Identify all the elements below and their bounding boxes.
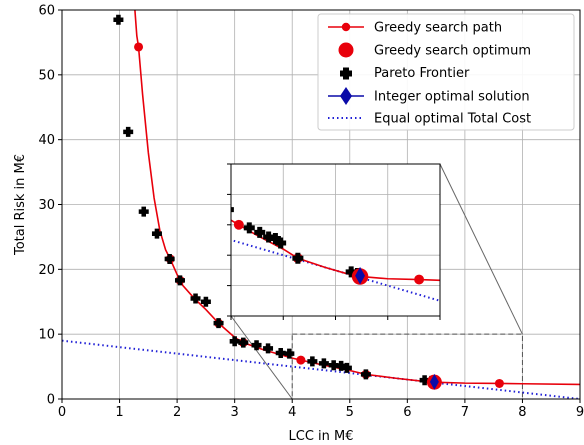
integer-optimum-point — [429, 373, 439, 390]
x-tick-label: 9 — [576, 405, 584, 420]
inset-axis-ticks — [227, 163, 441, 320]
x-tick-label: 3 — [231, 405, 239, 420]
x-tick-label: 2 — [173, 405, 181, 420]
pareto-point — [275, 237, 287, 249]
x-tick-label: 1 — [115, 405, 123, 420]
y-tick-label: 20 — [38, 263, 55, 278]
pareto-point — [190, 293, 201, 304]
inset-plot-area — [231, 207, 440, 302]
legend-pareto-marker — [340, 67, 352, 80]
greedy-path-point — [134, 42, 144, 52]
greedy-path-point — [494, 378, 504, 388]
greedy-path-point — [296, 355, 306, 365]
y-tick-label: 40 — [38, 133, 55, 148]
pareto-point — [138, 206, 149, 217]
pareto-point — [123, 126, 134, 137]
pareto-point — [151, 228, 162, 239]
pareto-point — [164, 253, 175, 264]
zoom-connector-lines — [230, 163, 523, 400]
pareto-point — [360, 369, 371, 380]
zoom-connector-left — [230, 315, 293, 400]
pareto-point — [328, 360, 339, 371]
pareto-point — [229, 336, 240, 347]
pareto-point — [174, 275, 185, 286]
x-axis-label: LCC in M€ — [289, 429, 354, 444]
y-tick-label: 60 — [38, 4, 55, 19]
pareto-point — [419, 375, 430, 386]
legend-greedy-path-label: Greedy search path — [374, 21, 502, 36]
pareto-point — [275, 347, 286, 358]
pareto-point — [292, 252, 304, 264]
x-tick-label: 5 — [346, 405, 354, 420]
pareto-point — [251, 340, 262, 351]
y-tick-label: 50 — [38, 68, 55, 83]
pareto-point — [243, 222, 255, 234]
pareto-point — [263, 343, 274, 354]
legend-integer-label: Integer optimal solution — [374, 90, 530, 105]
x-tick-label: 7 — [461, 405, 469, 420]
inset-zoom-plot — [227, 163, 441, 320]
x-tick-label: 4 — [288, 405, 296, 420]
pareto-point — [263, 231, 275, 243]
pareto-point — [307, 356, 318, 367]
zoom-connector-right — [439, 163, 523, 335]
x-tick-label: 8 — [518, 405, 526, 420]
pareto-point — [254, 226, 266, 238]
main-axis-ticks: 0 1 2 3 4 5 6 7 8 9 0 10 20 30 40 50 60 — [38, 4, 584, 421]
integer-optimum-point — [355, 266, 366, 285]
pareto-point — [200, 296, 211, 307]
legend-box — [317, 13, 575, 131]
greedy-path-point — [233, 219, 244, 230]
pareto-point — [284, 348, 295, 359]
legend-equal-cost-label: Equal optimal Total Cost — [374, 112, 531, 127]
pareto-point — [238, 337, 249, 348]
pareto-point — [336, 360, 347, 371]
x-tick-label: 6 — [403, 405, 411, 420]
pareto-point — [213, 318, 224, 329]
pareto-point — [318, 358, 329, 369]
y-axis-label: Total Risk in M€ — [13, 154, 28, 256]
equal-cost-line — [62, 339, 580, 399]
legend-greedy-optimum-marker — [338, 42, 354, 58]
pareto-point — [341, 362, 352, 373]
pareto-point — [231, 207, 234, 213]
y-tick-label: 30 — [38, 198, 55, 213]
main-plot-area — [62, 10, 580, 399]
y-tick-label: 0 — [47, 393, 55, 408]
pareto-point — [269, 232, 281, 244]
legend-greedy-optimum-label: Greedy search optimum — [374, 44, 531, 59]
legend-pareto-label: Pareto Frontier — [374, 66, 470, 81]
legend-greedy-path-marker — [341, 22, 351, 32]
pareto-point — [113, 14, 124, 25]
x-tick-label: 0 — [58, 405, 66, 420]
legend-integer-marker — [340, 87, 352, 105]
pareto-point — [345, 266, 357, 278]
greedy-path-point — [414, 274, 425, 285]
legend: Greedy search path Greedy search optimum… — [317, 13, 575, 131]
y-tick-label: 10 — [38, 328, 55, 343]
